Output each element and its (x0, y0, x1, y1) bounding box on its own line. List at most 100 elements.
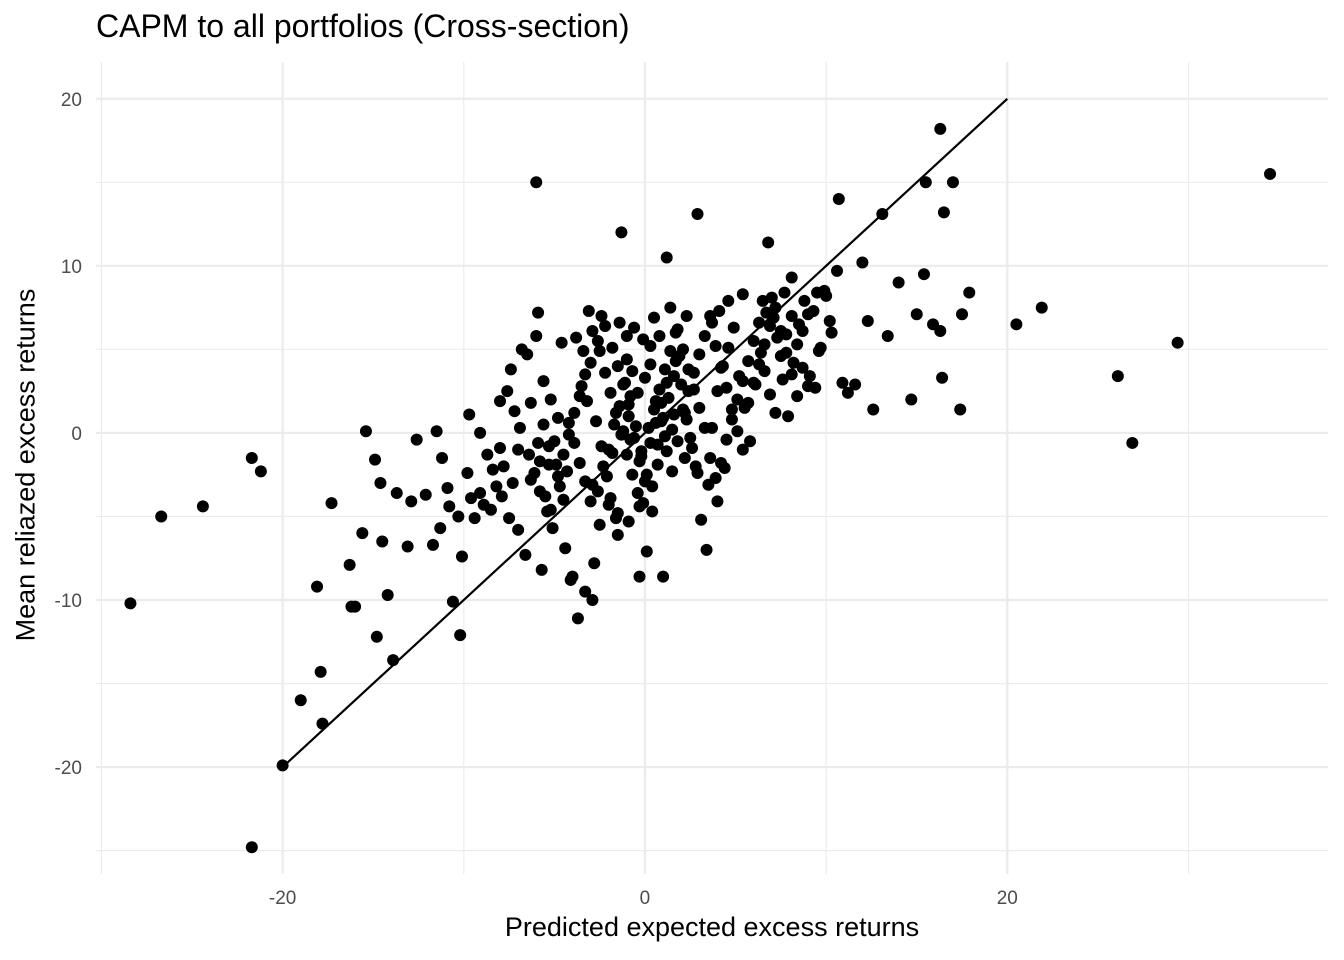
data-point (956, 308, 969, 321)
data-point (553, 480, 566, 493)
data-point (653, 330, 666, 343)
data-point (753, 316, 766, 329)
data-point (644, 436, 657, 449)
data-point (552, 470, 564, 483)
data-point (836, 376, 849, 389)
data-point (758, 338, 771, 351)
data-point (720, 381, 733, 394)
data-point (763, 388, 776, 401)
data-point (446, 595, 459, 608)
data-point (713, 304, 726, 317)
chart-title: CAPM to all portfolios (Cross-section) (96, 8, 630, 44)
data-point (629, 420, 642, 433)
data-point (671, 435, 684, 448)
data-point (434, 522, 447, 535)
data-point (720, 433, 733, 446)
data-point (463, 408, 476, 421)
data-point (633, 570, 646, 583)
data-point (660, 376, 673, 389)
data-point (615, 226, 628, 239)
data-point (436, 451, 449, 464)
data-point (620, 448, 633, 461)
y-axis-ticks: -20 -10 0 10 20 (55, 90, 82, 779)
data-point (452, 510, 465, 523)
data-point (508, 405, 521, 418)
data-point (638, 475, 651, 488)
major-gridlines (96, 62, 1328, 874)
data-point (934, 122, 947, 135)
data-point (606, 446, 619, 459)
data-point (934, 324, 947, 337)
data-point (294, 694, 307, 707)
data-point (359, 425, 372, 438)
data-point (579, 475, 592, 488)
data-point (390, 487, 403, 500)
data-point (722, 294, 735, 307)
data-point (481, 448, 494, 461)
data-point (611, 528, 624, 541)
data-point (245, 841, 258, 854)
data-point (595, 309, 608, 322)
data-point (876, 208, 889, 221)
data-point (731, 393, 744, 406)
data-point (314, 665, 327, 678)
data-point (573, 456, 586, 469)
data-point (579, 585, 592, 598)
data-point (550, 458, 563, 471)
data-point (698, 421, 711, 434)
data-point (651, 458, 664, 471)
data-point (561, 465, 574, 478)
data-point (628, 321, 641, 334)
data-point (626, 365, 639, 378)
minor-gridlines (96, 62, 1328, 874)
data-point (410, 433, 423, 446)
data-point (606, 341, 619, 354)
data-point (736, 443, 749, 456)
data-point (725, 413, 738, 426)
data-point (731, 425, 744, 438)
data-point (568, 406, 581, 419)
data-point (762, 236, 775, 249)
data-point (798, 294, 811, 307)
data-point (546, 522, 559, 535)
data-point (562, 416, 575, 429)
data-point (718, 462, 731, 474)
data-point (571, 612, 584, 625)
data-point (593, 345, 606, 358)
data-point (655, 396, 668, 409)
data-point (622, 515, 635, 528)
data-point (494, 395, 507, 408)
data-point (615, 428, 628, 441)
data-point (691, 467, 704, 480)
data-point (254, 465, 267, 478)
data-point (196, 500, 209, 513)
data-point (1126, 436, 1139, 449)
data-point (497, 460, 510, 473)
data-point (541, 505, 554, 518)
data-point (609, 406, 622, 419)
data-point (658, 430, 671, 443)
data-point (474, 426, 487, 439)
data-point (937, 206, 950, 219)
data-point (537, 375, 550, 388)
data-point (742, 355, 755, 368)
data-point (669, 355, 682, 368)
data-point (356, 527, 369, 540)
data-point (680, 413, 693, 426)
data-point (579, 368, 592, 381)
data-point (544, 393, 557, 406)
data-point (325, 497, 338, 510)
data-point (533, 485, 546, 498)
data-point (780, 346, 793, 359)
data-point (276, 759, 289, 772)
data-point (523, 448, 536, 461)
data-point (774, 324, 787, 337)
data-point (782, 410, 795, 423)
data-point (369, 453, 382, 466)
data-point (557, 493, 570, 506)
data-point (725, 403, 738, 416)
data-point (381, 588, 394, 601)
data-point (532, 306, 545, 319)
data-point (649, 416, 662, 429)
data-point (562, 428, 575, 441)
